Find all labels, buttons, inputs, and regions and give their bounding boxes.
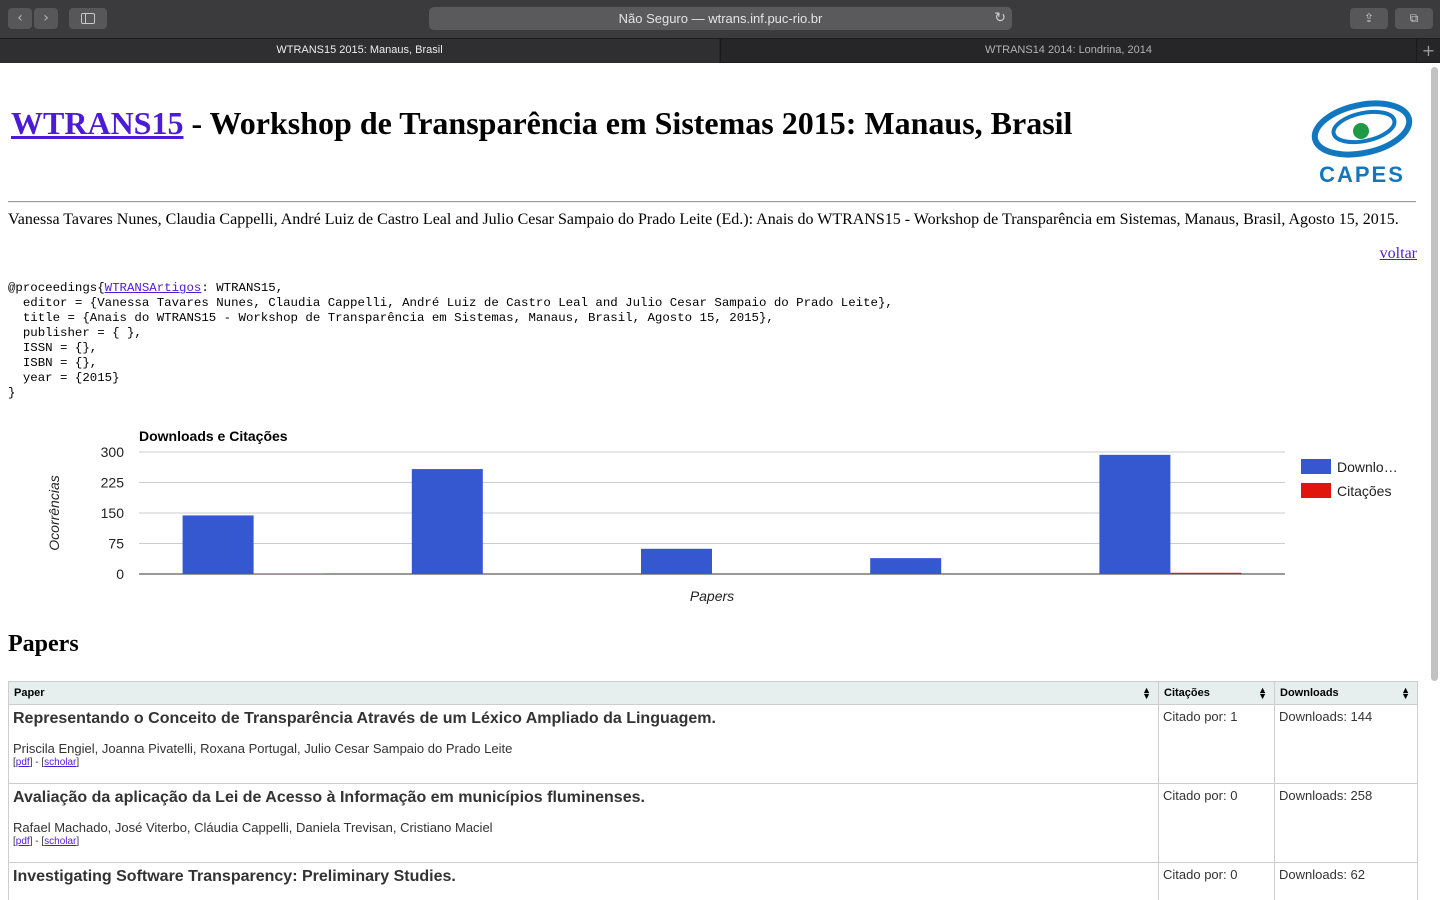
bar-downloads <box>641 548 712 574</box>
legend-entry: Citações <box>1337 483 1391 499</box>
col-paper-label: Paper <box>14 687 45 699</box>
scrollbar[interactable] <box>1431 67 1438 681</box>
citations-cell: Citado por: 0 <box>1158 783 1275 863</box>
y-tick-label: 75 <box>108 536 124 552</box>
sidebar-icon <box>81 13 95 24</box>
downloads-cell: Downloads: 144 <box>1274 704 1418 784</box>
downloads-cell: Downloads: 62 <box>1274 862 1418 900</box>
bar-downloads <box>870 558 942 574</box>
sort-icon: ▲ ▼ <box>1258 685 1267 701</box>
tab-wtrans14[interactable]: WTRANS14 2014: Londrina, 2014 <box>720 39 1416 63</box>
page-content: WTRANS15 - Workshop de Transparência em … <box>0 63 1440 900</box>
tab-wtrans15[interactable]: WTRANS15 2015: Manaus, Brasil <box>0 39 719 63</box>
paper-authors: Rafael Machado, José Viterbo, Cláudia Ca… <box>13 820 493 835</box>
bar-citations <box>1170 572 1242 574</box>
forward-button[interactable]: › <box>34 8 58 29</box>
scholar-link[interactable]: scholar <box>44 757 77 768</box>
table-row: Investigating Software Transparency: Pre… <box>8 862 1418 900</box>
share-button[interactable]: ⇪ <box>1350 8 1388 29</box>
downloads-cell: Downloads: 258 <box>1274 783 1418 863</box>
citation-text: Vanessa Tavares Nunes, Claudia Cappelli,… <box>8 211 1399 228</box>
legend-entry: Downlo… <box>1337 459 1398 475</box>
sidebar-toggle-button[interactable] <box>69 8 107 29</box>
address-bar[interactable]: Não Seguro — wtrans.inf.puc-rio.br ↻ <box>429 7 1012 30</box>
paper-authors: Priscila Engiel, Joanna Pivatelli, Roxan… <box>13 741 513 756</box>
share-icon: ⇪ <box>1363 11 1375 25</box>
paper-title: Investigating Software Transparency: Pre… <box>13 868 456 885</box>
paper-title: Avaliação da aplicação da Lei de Acesso … <box>13 789 645 806</box>
chevron-left-icon: ‹ <box>17 10 23 26</box>
link-separator: - <box>32 757 42 768</box>
browser-toolbar: ‹ › Não Seguro — wtrans.inf.puc-rio.br ↻… <box>0 0 1440 38</box>
table-row: Avaliação da aplicação da Lei de Acesso … <box>8 783 1418 863</box>
y-tick-label: 150 <box>101 505 125 521</box>
url-text: Não Seguro — wtrans.inf.puc-rio.br <box>618 11 823 26</box>
reload-icon[interactable]: ↻ <box>994 10 1006 26</box>
tab-bar: WTRANS15 2015: Manaus, Brasil WTRANS14 2… <box>0 38 1440 63</box>
link-separator: - <box>32 836 42 847</box>
pdf-link[interactable]: pdf <box>15 757 30 768</box>
tab-overview-button[interactable]: ⧉ <box>1395 8 1433 29</box>
sort-icon: ▲ ▼ <box>1142 685 1151 701</box>
bar-downloads <box>182 515 254 574</box>
new-tab-button[interactable]: + <box>1416 39 1440 63</box>
col-downloads-header[interactable]: Downloads ▲ ▼ <box>1274 681 1418 705</box>
table-header-row: Paper ▲ ▼ Citações ▲ ▼ Downloads ▲ ▼ <box>8 681 1418 705</box>
y-axis-label: Ocorrências <box>46 475 62 550</box>
divider <box>8 201 1416 203</box>
bibtex-block: @proceedings{WTRANSArtigos: WTRANS15, ed… <box>8 281 893 401</box>
col-downloads-label: Downloads <box>1280 687 1339 699</box>
paper-title: Representando o Conceito de Transparênci… <box>13 710 716 727</box>
title-link[interactable]: WTRANS15 <box>11 105 184 141</box>
downloads-citations-chart: Downloads e Citações 0 75 150 225 300 Ocorrênc… <box>46 428 1398 604</box>
page-title: WTRANS15 - Workshop de Transparência em … <box>11 105 1072 142</box>
title-text: - Workshop de Transparência em Sistemas … <box>183 105 1073 141</box>
col-citations-label: Citações <box>1164 687 1210 699</box>
table-row: Representando o Conceito de Transparênci… <box>8 704 1418 784</box>
bibtex-body: : WTRANS15, editor = {Vanessa Tavares Nu… <box>8 281 893 400</box>
plus-icon: + <box>1421 41 1436 60</box>
papers-heading: Papers <box>8 631 79 657</box>
scholar-link[interactable]: scholar <box>44 836 77 847</box>
bibtex-key-link[interactable]: WTRANSArtigos <box>104 281 202 295</box>
citations-cell: Citado por: 0 <box>1158 862 1275 900</box>
tabs-icon: ⧉ <box>1409 11 1419 25</box>
paper-cell: Investigating Software Transparency: Pre… <box>8 862 1159 900</box>
citations-cell: Citado por: 1 <box>1158 704 1275 784</box>
legend-swatch <box>1301 483 1331 498</box>
y-tick-label: 225 <box>101 475 125 491</box>
bar-downloads <box>411 469 483 574</box>
voltar-link[interactable]: voltar <box>1379 245 1417 262</box>
logo-text: CAPES <box>1319 162 1405 185</box>
y-tick-label: 0 <box>116 566 124 582</box>
chevron-right-icon: › <box>43 10 49 26</box>
chart-title: Downloads e Citações <box>139 428 288 444</box>
paper-links: [pdf] - [scholar] <box>13 757 80 768</box>
paper-links: [pdf] - [scholar] <box>13 836 80 847</box>
y-tick-label: 300 <box>101 444 125 460</box>
col-citations-header[interactable]: Citações ▲ ▼ <box>1158 681 1275 705</box>
pdf-link[interactable]: pdf <box>15 836 30 847</box>
sort-icon: ▲ ▼ <box>1401 685 1410 701</box>
bar-downloads <box>1099 454 1171 574</box>
bibtex-prefix: @proceedings{ <box>8 281 105 295</box>
x-axis-label: Papers <box>690 588 734 604</box>
paper-cell: Avaliação da aplicação da Lei de Acesso … <box>8 783 1159 863</box>
legend-swatch <box>1301 459 1331 474</box>
papers-table: Paper ▲ ▼ Citações ▲ ▼ Downloads ▲ ▼ Represent… <box>8 681 1418 900</box>
col-paper-header[interactable]: Paper ▲ ▼ <box>8 681 1159 705</box>
back-button[interactable]: ‹ <box>8 8 32 29</box>
paper-cell: Representando o Conceito de Transparênci… <box>8 704 1159 784</box>
capes-logo: CAPES <box>1311 100 1413 185</box>
